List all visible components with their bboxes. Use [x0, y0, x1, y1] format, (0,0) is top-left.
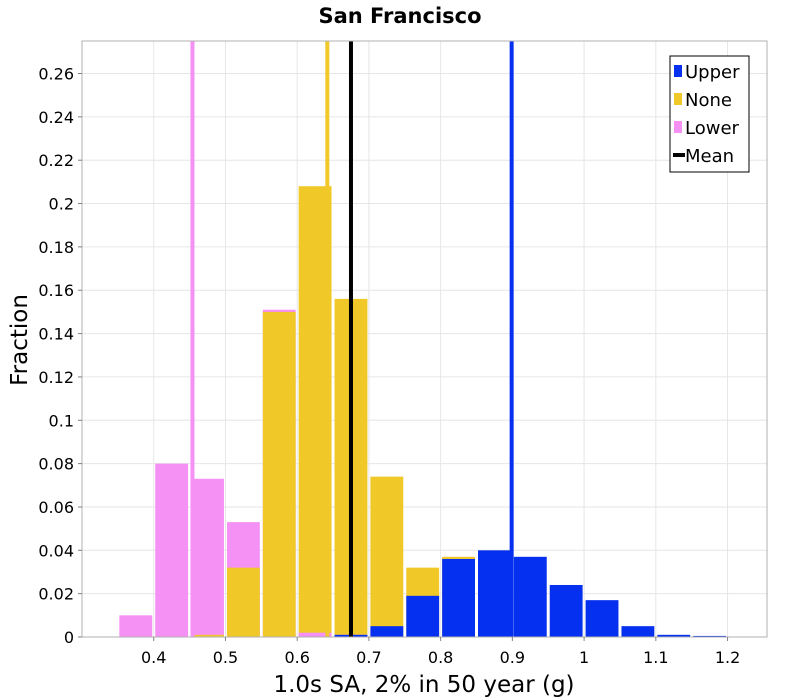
y-tick-label: 0.1: [49, 411, 74, 430]
x-axis-label: 1.0s SA, 2% in 50 year (g): [273, 672, 574, 698]
y-axis-ticks: 0 0.02 0.04 0.06 0.08 0.1 0.12 0.14 0.16 0.18 0.2 0…: [38, 65, 82, 647]
x-tick-label: 0.8: [428, 648, 453, 667]
x-tick-label: 0.5: [213, 648, 238, 667]
bar-upper: [406, 595, 440, 637]
y-tick-label: 0.16: [38, 281, 74, 300]
bar-upper: [549, 584, 583, 637]
x-axis-ticks: 0.4 0.5 0.6 0.7 0.8 0.9 1 1.1 1.2: [141, 637, 740, 667]
y-tick-label: 0.08: [38, 455, 74, 474]
bar-upper: [370, 626, 404, 637]
bar-none: [262, 311, 296, 637]
bar-lower: [191, 478, 224, 637]
y-tick-label: 0.2: [49, 195, 74, 214]
y-tick-label: 0.06: [38, 498, 74, 517]
bar-upper: [478, 550, 511, 637]
legend-label-none: None: [685, 90, 732, 111]
legend-label-upper: Upper: [685, 62, 740, 83]
bar-none: [191, 634, 224, 637]
bar-upper: [621, 626, 655, 637]
bar-upper: [513, 556, 547, 637]
x-tick-label: 0.4: [141, 648, 166, 667]
y-tick-label: 0.22: [38, 151, 74, 170]
x-tick-label: 0.6: [284, 648, 309, 667]
y-tick-label: 0.26: [38, 65, 74, 84]
bar-upper: [657, 634, 691, 637]
x-tick-label: 0.9: [500, 648, 525, 667]
y-tick-label: 0.12: [38, 368, 74, 387]
bar-none: [370, 476, 404, 637]
y-tick-label: 0.14: [38, 325, 74, 344]
y-tick-label: 0.04: [38, 541, 74, 560]
y-tick-label: 0.02: [38, 585, 74, 604]
x-tick-label: 0.7: [356, 648, 381, 667]
y-axis-label: Fraction: [7, 294, 33, 386]
plot-frame: [81, 40, 768, 638]
legend-swatch-lower: [674, 121, 682, 133]
x-tick-label: 1.2: [715, 648, 740, 667]
bar-lower: [298, 632, 332, 637]
y-tick-label: 0.24: [38, 108, 74, 127]
bar-upper: [585, 600, 619, 637]
bar-none: [226, 567, 260, 637]
x-tick-label: 1.1: [643, 648, 668, 667]
legend-swatch-upper: [674, 65, 682, 77]
y-tick-label: 0.18: [38, 238, 74, 257]
legend: Upper None Lower Mean: [669, 55, 750, 173]
legend-swatch-mean: [673, 153, 685, 157]
legend-label-lower: Lower: [685, 118, 740, 139]
bar-lower: [155, 463, 189, 637]
bar-upper: [442, 558, 476, 637]
legend-swatch-none: [674, 93, 682, 105]
bar-upper: [693, 635, 727, 637]
mean-lines: [190, 41, 514, 637]
legend-box: [669, 55, 750, 173]
legend-label-mean: Mean: [685, 146, 734, 167]
x-tick-label: 1: [579, 648, 589, 667]
chart-title: San Francisco: [318, 4, 481, 28]
bar-lower: [119, 615, 153, 637]
y-tick-label: 0: [64, 628, 74, 647]
